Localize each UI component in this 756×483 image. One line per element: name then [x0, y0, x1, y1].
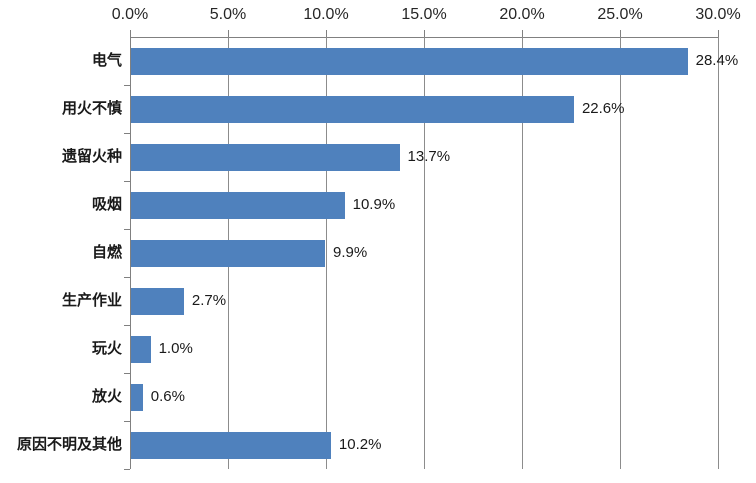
bar [131, 143, 400, 171]
gridline [522, 37, 523, 469]
bar-value-label: 10.9% [352, 196, 396, 213]
y-tick-mark [124, 421, 130, 422]
y-tick-mark [124, 229, 130, 230]
y-tick-mark [124, 85, 130, 86]
bar-value-label: 1.0% [158, 340, 193, 357]
x-tick-mark [228, 30, 229, 38]
bar-value-label: 13.7% [407, 148, 451, 165]
gridline [424, 37, 425, 469]
x-tick-label: 30.0% [695, 6, 741, 23]
category-label: 遗留火种 [61, 148, 122, 165]
x-tick-label: 5.0% [209, 6, 247, 23]
y-tick-mark [124, 277, 130, 278]
category-label: 电气 [91, 52, 122, 69]
x-tick-mark [424, 30, 425, 38]
category-axis-line [130, 37, 131, 469]
category-label: 原因不明及其他 [16, 436, 122, 453]
bar-value-label: 10.2% [338, 436, 382, 453]
bar [131, 239, 326, 267]
bar-value-label: 0.6% [150, 388, 185, 405]
bar-value-label: 22.6% [581, 100, 625, 117]
y-tick-mark [124, 133, 130, 134]
x-tick-label: 20.0% [499, 6, 545, 23]
x-tick-label: 25.0% [597, 6, 643, 23]
category-label: 吸烟 [91, 196, 122, 213]
category-label: 玩火 [91, 340, 122, 357]
bar [131, 95, 574, 123]
y-tick-mark [124, 325, 130, 326]
y-tick-mark [124, 373, 130, 374]
bar [131, 431, 331, 459]
x-tick-label: 15.0% [401, 6, 447, 23]
bar [131, 191, 345, 219]
gridline [326, 37, 327, 469]
category-label: 放火 [91, 388, 122, 405]
x-tick-mark [718, 30, 719, 38]
category-label: 自燃 [91, 244, 122, 261]
category-label: 用火不慎 [61, 100, 122, 117]
category-label: 生产作业 [61, 292, 122, 309]
bar-value-label: 28.4% [695, 52, 739, 69]
x-tick-mark [326, 30, 327, 38]
bar [131, 383, 143, 411]
gridline [620, 37, 621, 469]
bar-value-label: 9.9% [333, 244, 368, 261]
bar [131, 335, 151, 363]
x-tick-label: 0.0% [111, 6, 149, 23]
x-tick-mark [522, 30, 523, 38]
gridline [718, 37, 719, 469]
y-tick-mark [124, 181, 130, 182]
x-tick-label: 10.0% [303, 6, 349, 23]
x-tick-mark [130, 30, 131, 38]
bar [131, 287, 184, 315]
y-tick-mark [124, 469, 130, 470]
bar-value-label: 2.7% [191, 292, 227, 309]
bar [131, 47, 688, 75]
x-tick-mark [620, 30, 621, 38]
